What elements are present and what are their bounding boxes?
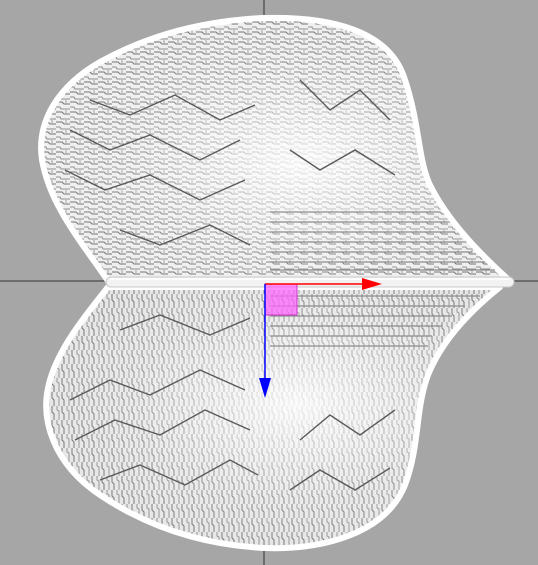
x-axis-arrow[interactable] [265, 278, 382, 290]
xy-plane-handle[interactable] [264, 283, 298, 316]
mesh-upper-lobe[interactable] [38, 14, 513, 284]
horizontal-rod[interactable] [105, 276, 515, 288]
transform-gizmo[interactable] [259, 278, 382, 398]
mesh-lower-lobe[interactable] [43, 284, 503, 552]
y-axis-arrow[interactable] [259, 284, 271, 398]
